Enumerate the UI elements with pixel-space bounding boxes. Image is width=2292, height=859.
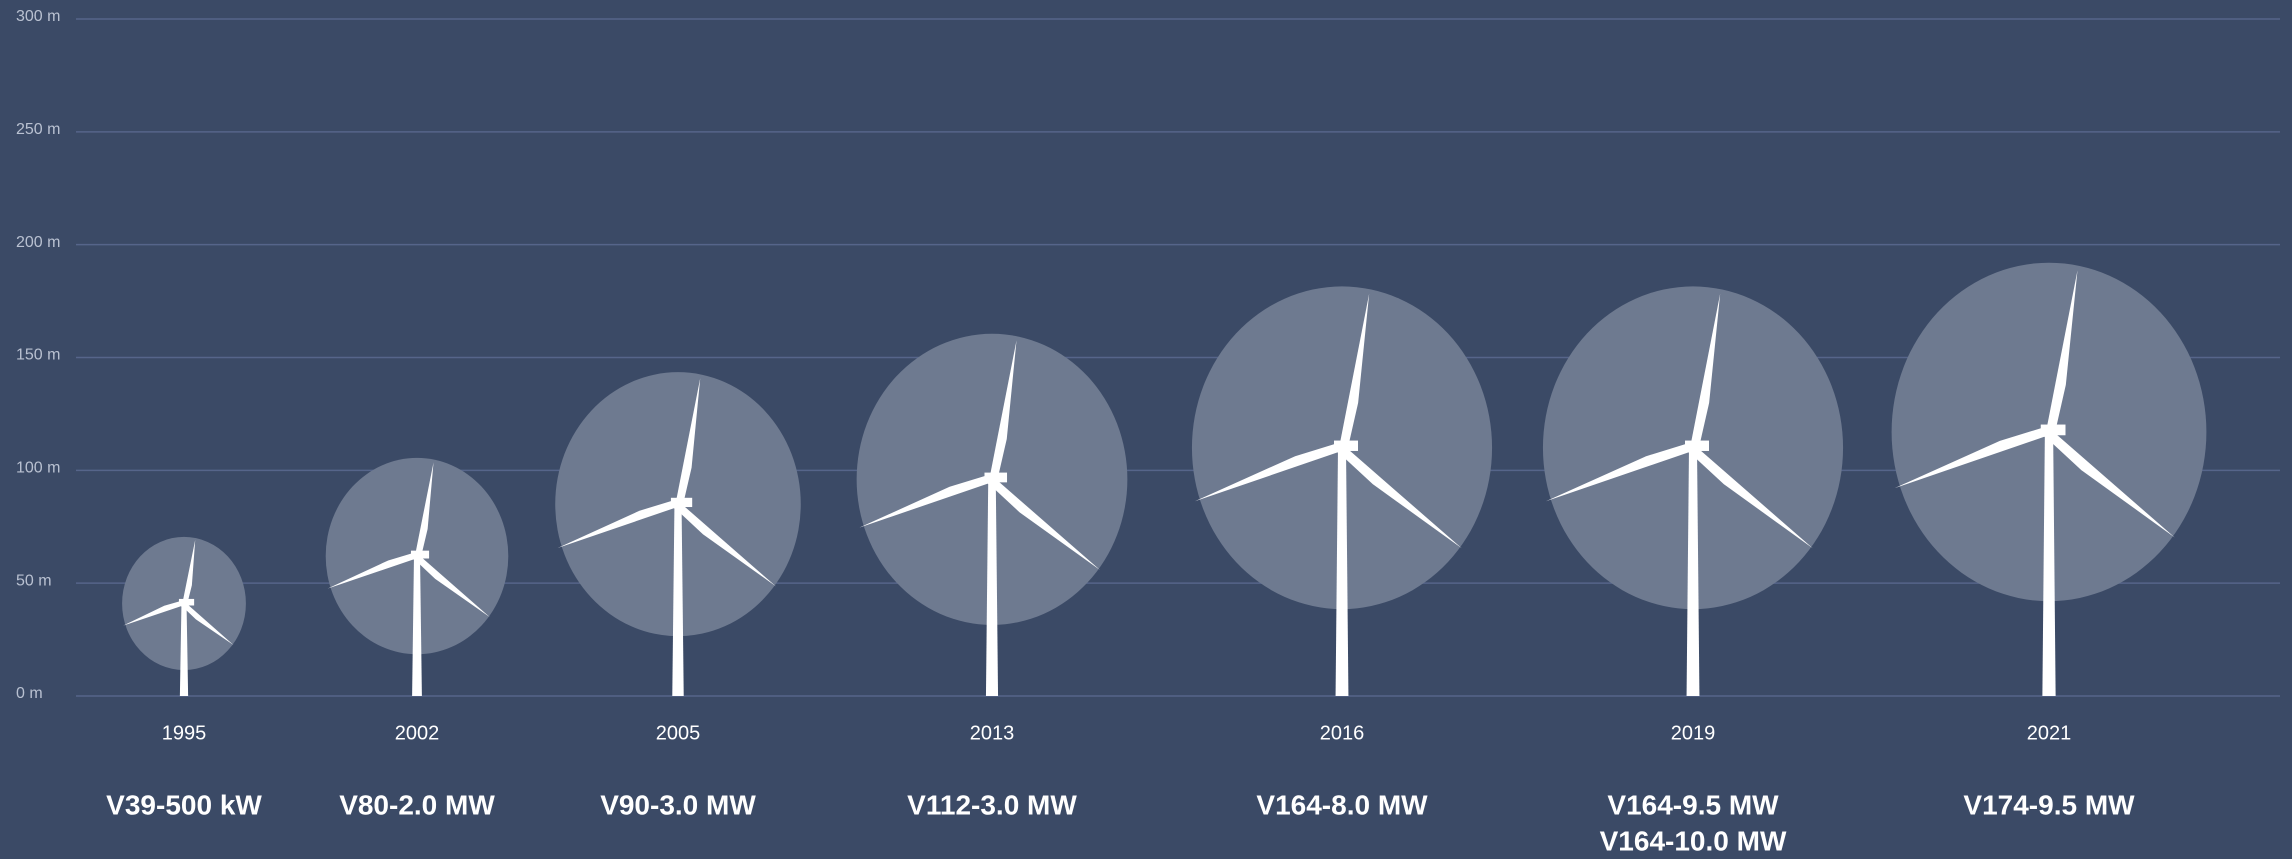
y-tick-label: 250 m xyxy=(16,121,60,138)
blade xyxy=(2046,270,2078,434)
blade xyxy=(989,340,1017,481)
model-label: V112-3.0 MW xyxy=(907,789,1077,820)
hub xyxy=(1335,441,1349,455)
y-tick-label: 0 m xyxy=(16,685,43,702)
hub xyxy=(1686,441,1700,455)
tower xyxy=(179,603,189,696)
y-tick-label: 100 m xyxy=(16,460,60,477)
model-label: V164-8.0 MW xyxy=(1256,789,1428,820)
blade xyxy=(1894,426,2051,489)
blade xyxy=(1690,293,1721,449)
blade xyxy=(123,600,185,626)
tower xyxy=(2042,431,2056,696)
model-label: V164-9.5 MW xyxy=(1607,789,1779,820)
blade xyxy=(1689,445,1813,549)
blade xyxy=(859,474,993,528)
blade xyxy=(2045,429,2175,538)
blade xyxy=(414,554,490,618)
blade xyxy=(181,602,234,645)
blade xyxy=(182,539,196,605)
year-label: 2021 xyxy=(2027,722,2072,744)
blade xyxy=(414,462,434,557)
y-tick-label: 150 m xyxy=(16,347,60,364)
blade xyxy=(1338,445,1462,549)
hub xyxy=(672,498,684,510)
y-tick-label: 50 m xyxy=(16,572,52,589)
blade xyxy=(327,552,418,589)
hub xyxy=(985,473,999,486)
tower xyxy=(1335,447,1349,696)
tower xyxy=(1686,447,1700,696)
model-label: V80-2.0 MW xyxy=(339,789,495,820)
model-label: V174-9.5 MW xyxy=(1963,789,2135,820)
y-tick-label: 200 m xyxy=(16,234,60,251)
y-tick-label: 300 m xyxy=(16,8,60,25)
blade xyxy=(674,502,777,587)
hub xyxy=(179,599,189,608)
blade xyxy=(557,499,679,548)
blade xyxy=(988,477,1101,571)
blade xyxy=(1339,293,1370,449)
model-label: V164-10.0 MW xyxy=(1600,825,1787,856)
tower xyxy=(672,504,684,696)
model-label: V39-500 kW xyxy=(106,789,262,820)
blade xyxy=(675,378,701,506)
year-label: 2019 xyxy=(1671,722,1716,744)
tower xyxy=(412,556,422,696)
hub xyxy=(2042,425,2056,439)
model-label: V90-3.0 MW xyxy=(600,789,756,820)
blade xyxy=(1194,442,1343,502)
year-label: 2016 xyxy=(1320,722,1365,744)
year-label: 1995 xyxy=(162,722,207,744)
year-label: 2002 xyxy=(395,722,440,744)
year-label: 2005 xyxy=(656,722,701,744)
blade xyxy=(1545,442,1694,502)
tower xyxy=(985,479,999,696)
year-label: 2013 xyxy=(970,722,1015,744)
hub xyxy=(412,551,422,561)
